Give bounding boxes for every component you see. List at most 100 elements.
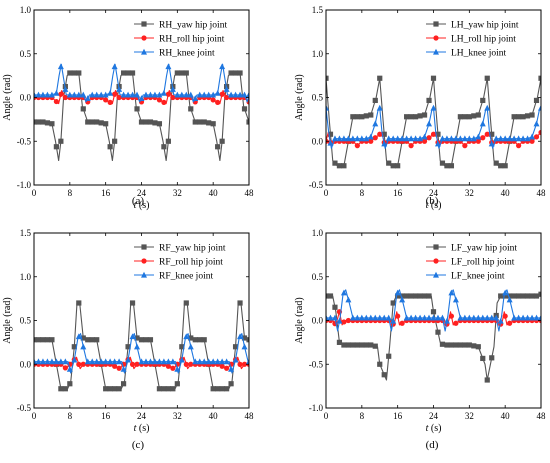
data-point-knee xyxy=(205,358,212,365)
data-point-yaw xyxy=(58,386,64,392)
data-point-knee xyxy=(502,289,509,296)
y-tick-label: -0.5 xyxy=(17,136,32,146)
data-point-yaw xyxy=(412,114,419,120)
data-point-yaw xyxy=(395,163,401,169)
data-point-yaw xyxy=(143,119,149,125)
data-point-roll xyxy=(58,91,64,97)
data-point-roll xyxy=(399,320,405,326)
data-point-knee xyxy=(349,314,356,321)
data-point-yaw xyxy=(34,119,37,125)
data-point-roll xyxy=(107,99,113,105)
data-point-knee xyxy=(412,135,419,142)
data-point-yaw xyxy=(98,120,104,126)
legend-label: RF_yaw hip joint xyxy=(159,244,226,254)
legend-marker-yaw xyxy=(141,21,147,27)
data-point-knee xyxy=(466,135,473,142)
x-tick-label: 32 xyxy=(173,188,182,198)
data-point-yaw xyxy=(421,293,428,299)
x-tick-label: 40 xyxy=(501,411,511,421)
data-point-roll xyxy=(165,91,171,97)
data-point-roll xyxy=(188,361,194,367)
data-point-roll xyxy=(502,313,508,319)
data-point-knee xyxy=(434,140,441,147)
data-point-yaw xyxy=(170,386,176,392)
data-point-yaw xyxy=(417,113,423,119)
data-point-yaw xyxy=(524,113,531,119)
x-tick-label: 24 xyxy=(137,188,147,198)
data-point-knee xyxy=(102,358,109,365)
data-point-knee xyxy=(62,358,69,365)
data-point-knee xyxy=(461,314,468,321)
data-point-knee xyxy=(340,135,347,142)
data-point-yaw xyxy=(453,342,459,348)
data-point-knee xyxy=(34,358,37,365)
legend-label: RH_yaw hip joint xyxy=(159,21,227,31)
data-point-knee xyxy=(183,333,190,340)
data-point-knee xyxy=(169,358,176,365)
data-point-yaw xyxy=(466,114,472,120)
data-point-yaw xyxy=(354,114,360,120)
y-tick-label: 1.0 xyxy=(20,272,32,282)
data-point-knee xyxy=(35,91,42,98)
data-point-knee xyxy=(39,91,46,98)
legend-marker-roll xyxy=(433,258,439,264)
data-point-knee xyxy=(223,86,230,92)
data-point-yaw xyxy=(67,381,73,387)
data-point-knee xyxy=(448,135,455,142)
data-point-yaw xyxy=(475,344,481,350)
data-point-knee xyxy=(524,314,531,321)
data-point-yaw xyxy=(520,114,526,120)
data-point-yaw xyxy=(332,304,338,310)
data-point-knee xyxy=(497,135,504,142)
data-point-roll xyxy=(538,129,541,136)
data-point-knee xyxy=(408,135,415,142)
data-point-knee xyxy=(515,314,522,321)
data-point-yaw xyxy=(408,293,414,299)
data-point-roll xyxy=(354,143,360,149)
data-point-knee xyxy=(214,358,221,365)
legend-label: RF_knee joint xyxy=(159,272,213,282)
data-point-roll xyxy=(170,365,176,371)
data-point-knee xyxy=(237,91,244,98)
data-point-yaw xyxy=(368,342,374,348)
data-point-roll xyxy=(462,143,468,149)
data-point-knee xyxy=(376,314,383,321)
data-point-knee xyxy=(120,91,127,98)
data-point-yaw xyxy=(40,119,46,125)
data-point-yaw xyxy=(76,70,82,76)
data-point-roll xyxy=(484,131,490,137)
data-point-knee xyxy=(461,135,468,142)
y-tick-label: 0.5 xyxy=(20,316,32,326)
data-point-knee xyxy=(511,314,518,321)
y-tick-label: 0.5 xyxy=(20,49,32,59)
data-point-yaw xyxy=(529,293,535,299)
data-point-knee xyxy=(390,135,397,142)
data-point-yaw xyxy=(386,353,392,359)
data-point-knee xyxy=(354,314,361,321)
data-point-knee xyxy=(71,91,78,98)
data-point-knee xyxy=(506,135,513,142)
data-point-yaw xyxy=(138,337,145,343)
y-axis-label: Angle (rad) xyxy=(2,74,13,120)
data-point-roll xyxy=(161,99,167,105)
y-tick-label: 0.0 xyxy=(312,316,324,326)
x-tick-label: 0 xyxy=(32,411,37,421)
data-point-yaw xyxy=(516,114,522,120)
data-point-roll xyxy=(116,94,122,101)
data-point-yaw xyxy=(381,131,387,137)
y-tick-label: 1.5 xyxy=(20,228,32,238)
y-tick-label: 0.5 xyxy=(312,93,324,103)
data-point-knee xyxy=(187,91,194,98)
data-point-knee xyxy=(111,63,118,70)
data-point-knee xyxy=(48,91,55,98)
legend-marker-roll xyxy=(141,258,147,264)
data-point-yaw xyxy=(439,341,446,347)
data-point-yaw xyxy=(44,337,51,343)
data-point-knee xyxy=(129,333,136,340)
data-point-knee xyxy=(178,356,185,363)
data-point-roll xyxy=(368,138,374,144)
data-point-knee xyxy=(399,296,406,303)
data-point-knee xyxy=(169,86,176,92)
data-point-yaw xyxy=(76,300,82,306)
data-point-knee xyxy=(439,135,446,142)
